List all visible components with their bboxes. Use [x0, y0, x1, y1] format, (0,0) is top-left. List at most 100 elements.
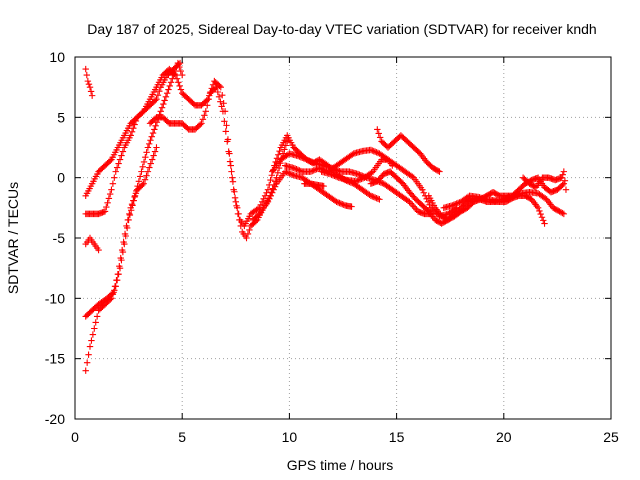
- data-point: [559, 171, 566, 178]
- data-point: [179, 71, 186, 79]
- data-point: [160, 100, 167, 108]
- data-point: [167, 79, 175, 86]
- data-point: [218, 103, 225, 110]
- data-point: [143, 172, 150, 179]
- data-point: [503, 194, 510, 202]
- data-point: [234, 204, 241, 212]
- x-tick-label: 15: [389, 429, 405, 445]
- data-point: [119, 148, 127, 155]
- data-point: [88, 92, 96, 99]
- data-point: [334, 167, 342, 174]
- data-point: [449, 202, 456, 209]
- data-point: [410, 203, 417, 210]
- data-point: [85, 351, 92, 358]
- data-point: [274, 169, 282, 177]
- data-point: [452, 201, 459, 208]
- data-point: [118, 152, 125, 159]
- data-point: [101, 208, 109, 215]
- data-point: [276, 147, 283, 155]
- data-point: [145, 140, 153, 148]
- data-point: [151, 97, 159, 104]
- data-point: [454, 199, 462, 207]
- data-point: [281, 168, 289, 175]
- data-point: [332, 173, 340, 180]
- data-point: [147, 137, 154, 144]
- data-point: [112, 168, 119, 175]
- data-point: [316, 164, 323, 172]
- y-tick-label: -10: [45, 290, 65, 306]
- data-point: [409, 201, 416, 209]
- y-tick-label: 0: [57, 170, 65, 186]
- data-point: [436, 168, 443, 175]
- data-point: [235, 210, 242, 218]
- data-point: [172, 71, 179, 79]
- data-point: [153, 144, 160, 151]
- data-point: [309, 158, 316, 166]
- data-point: [116, 156, 124, 163]
- data-point: [171, 70, 178, 78]
- data-point: [148, 156, 156, 163]
- y-tick-label: 10: [49, 49, 65, 65]
- data-point: [162, 93, 170, 101]
- data-point: [177, 86, 185, 93]
- data-point: [105, 195, 113, 202]
- data-point: [294, 152, 302, 160]
- data-point: [144, 168, 152, 175]
- data-point: [374, 126, 381, 133]
- series-s4: [82, 234, 102, 254]
- data-point: [177, 67, 184, 75]
- data-point: [224, 138, 231, 145]
- data-point: [229, 178, 237, 185]
- data-point: [130, 197, 137, 204]
- data-point: [204, 102, 211, 109]
- data-point: [266, 195, 273, 202]
- y-tick-label: 5: [57, 109, 65, 125]
- data-point: [115, 160, 122, 167]
- data-point: [175, 61, 182, 68]
- data-point: [560, 180, 568, 187]
- data-point: [339, 201, 346, 208]
- data-point: [131, 193, 138, 201]
- data-point: [157, 108, 164, 115]
- data-point: [139, 181, 146, 189]
- data-point: [150, 152, 157, 159]
- data-point: [371, 148, 379, 155]
- data-point: [148, 133, 155, 140]
- data-point: [333, 198, 340, 205]
- series-s2: [82, 144, 160, 320]
- data-point: [152, 122, 159, 129]
- data-point: [307, 158, 315, 165]
- data-point: [205, 96, 212, 103]
- data-point: [260, 195, 267, 202]
- data-point: [375, 130, 382, 137]
- data-point: [303, 156, 310, 163]
- data-point: [310, 159, 317, 166]
- data-point: [299, 154, 306, 161]
- data-point: [284, 169, 292, 177]
- series-s16: [440, 188, 568, 218]
- data-point: [89, 331, 97, 338]
- data-point: [176, 59, 184, 67]
- data-point: [301, 155, 309, 163]
- data-point: [263, 189, 270, 196]
- data-point: [138, 168, 145, 175]
- data-point: [91, 325, 98, 332]
- data-point: [304, 156, 312, 164]
- data-point: [82, 65, 89, 73]
- data-point: [500, 196, 507, 203]
- data-point: [294, 166, 302, 174]
- data-point: [356, 171, 363, 178]
- x-tick-label: 10: [282, 429, 298, 445]
- data-point: [504, 194, 512, 201]
- data-point: [135, 178, 143, 185]
- data-point: [103, 203, 110, 211]
- data-point: [309, 167, 316, 175]
- data-point: [199, 116, 207, 123]
- data-point: [334, 199, 342, 206]
- data-point: [271, 183, 279, 190]
- chart-title: Day 187 of 2025, Sidereal Day-to-day VTE…: [87, 21, 596, 37]
- data-point: [370, 193, 377, 201]
- data-point: [254, 205, 262, 213]
- data-point: [286, 170, 293, 177]
- data-point: [106, 157, 114, 164]
